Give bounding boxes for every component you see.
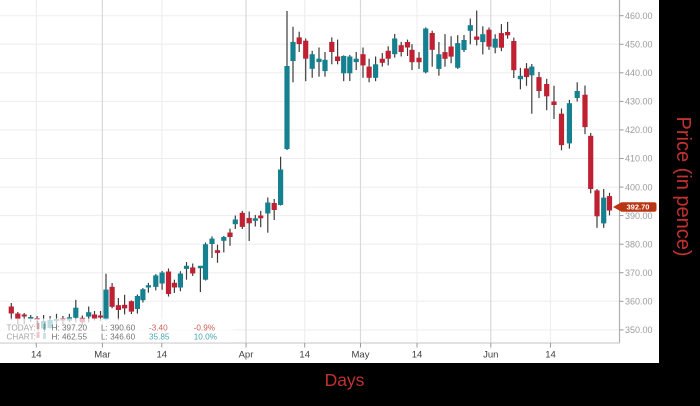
svg-text:350.00: 350.00 (625, 325, 653, 335)
svg-text:400.00: 400.00 (625, 182, 653, 192)
svg-text:35.85: 35.85 (149, 332, 170, 341)
svg-text:14: 14 (157, 350, 168, 361)
svg-text:Jun: Jun (483, 350, 498, 361)
svg-text:410.00: 410.00 (625, 154, 653, 164)
svg-text:420.00: 420.00 (625, 125, 653, 135)
svg-text:440.00: 440.00 (625, 68, 653, 78)
svg-text:14: 14 (545, 350, 556, 361)
svg-text:370.00: 370.00 (625, 268, 653, 278)
svg-text:14: 14 (299, 350, 310, 361)
svg-text:14: 14 (412, 350, 423, 361)
svg-text:CHART:: CHART: (7, 332, 36, 341)
svg-text:460.00: 460.00 (625, 11, 653, 21)
svg-text:Days: Days (325, 370, 365, 390)
svg-text:May: May (352, 350, 370, 361)
svg-text:450.00: 450.00 (625, 40, 653, 50)
svg-text:H: 397.20: H: 397.20 (52, 324, 88, 333)
svg-text:H: 462.55: H: 462.55 (52, 332, 88, 341)
svg-text:Apr: Apr (239, 350, 254, 361)
svg-text:-0.9%: -0.9% (194, 324, 215, 333)
svg-text:430.00: 430.00 (625, 97, 653, 107)
svg-text:Price (in pence): Price (in pence) (672, 117, 694, 257)
svg-text:-3.40: -3.40 (149, 324, 168, 333)
svg-text:360.00: 360.00 (625, 297, 653, 307)
svg-text:390.00: 390.00 (625, 211, 653, 221)
svg-text:L: 390.60: L: 390.60 (101, 324, 136, 333)
svg-text:380.00: 380.00 (625, 239, 653, 249)
svg-text:392.70: 392.70 (627, 203, 650, 212)
svg-text:14: 14 (31, 350, 42, 361)
svg-text:10.0%: 10.0% (194, 332, 217, 341)
svg-text:Mar: Mar (94, 350, 110, 361)
svg-text:TODAY:: TODAY: (7, 324, 36, 333)
svg-text:L: 346.60: L: 346.60 (101, 332, 136, 341)
